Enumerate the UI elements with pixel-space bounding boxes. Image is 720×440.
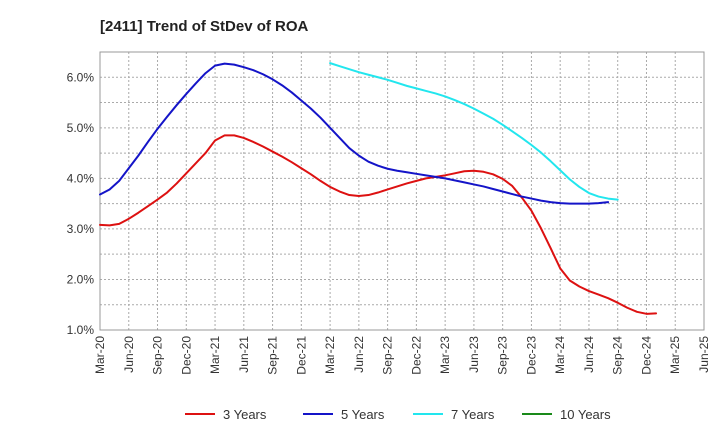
y-tick-label: 5.0% (67, 121, 95, 135)
chart-title: [2411] Trend of StDev of ROA (100, 18, 309, 35)
x-tick-label: Mar-20 (93, 336, 107, 374)
y-tick-label: 2.0% (67, 272, 95, 286)
x-tick-label: Jun-23 (467, 336, 481, 373)
legend: 3 Years 5 Years 7 Years 10 Years (185, 407, 611, 422)
x-tick-label: Dec-23 (524, 336, 538, 375)
y-tick-label: 1.0% (67, 323, 95, 337)
x-tick-label: Mar-22 (323, 336, 337, 374)
x-tick-label: Jun-22 (352, 336, 366, 373)
plot-frame (99, 51, 705, 331)
x-tick-label: Mar-21 (208, 336, 222, 374)
legend-label: 3 Years (223, 407, 267, 422)
series-line-3 (329, 62, 619, 201)
legend-label: 10 Years (560, 407, 611, 422)
legend-label: 5 Years (341, 407, 385, 422)
x-tick-labels: Mar-20 Jun-20 Sep-20 Dec-20 Mar-21 Jun-21 Sep-… (93, 336, 711, 375)
y-tick-labels: 1.0% 2.0% 3.0% 4.0% 5.0% 6.0% (67, 70, 95, 337)
x-tick-label: Sep-20 (151, 336, 165, 375)
x-tick-label: Mar-23 (438, 336, 452, 374)
x-tick-label: Dec-20 (179, 336, 193, 375)
x-tick-label: Sep-22 (381, 336, 395, 375)
x-tick-label: Mar-25 (668, 336, 682, 374)
x-tick-label: Sep-24 (611, 336, 625, 375)
x-tick-label: Jun-24 (582, 336, 596, 373)
x-tick-label: Dec-24 (639, 336, 653, 375)
x-tick-label: Jun-20 (122, 336, 136, 373)
grid (99, 51, 705, 331)
x-tick-label: Dec-21 (294, 336, 308, 375)
y-tick-label: 3.0% (67, 222, 95, 236)
x-tick-label: Mar-24 (553, 336, 567, 374)
x-tick-label: Sep-23 (496, 336, 510, 375)
y-tick-label: 6.0% (67, 70, 95, 84)
series-line-2 (99, 62, 610, 205)
y-tick-label: 4.0% (67, 171, 95, 185)
series-line-1 (99, 134, 658, 315)
x-tick-label: Jun-25 (697, 336, 711, 373)
x-tick-label: Jun-21 (237, 336, 251, 373)
series-lines (99, 62, 658, 315)
legend-label: 7 Years (451, 407, 495, 422)
x-tick-label: Dec-22 (409, 336, 423, 375)
x-tick-label: Sep-21 (266, 336, 280, 375)
